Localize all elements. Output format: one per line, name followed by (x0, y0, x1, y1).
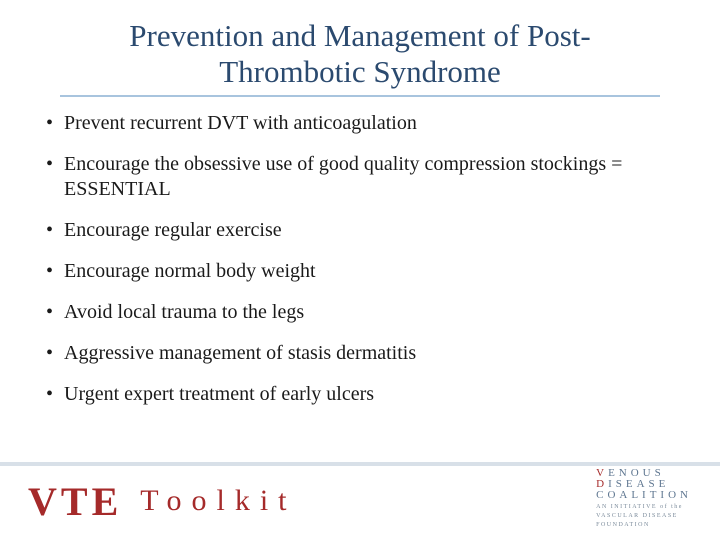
bullet-item: Urgent expert treatment of early ulcers (64, 382, 680, 407)
bullet-item: Avoid local trauma to the legs (64, 300, 680, 325)
coalition-sub: FOUNDATION (596, 522, 692, 528)
coalition-logo: VENOUS DISEASE COALITION AN INITIATIVE o… (596, 468, 692, 528)
bullet-item: Encourage regular exercise (64, 218, 680, 243)
slide-title: Prevention and Management of Post-Thromb… (40, 18, 680, 89)
coalition-line: COALITION (596, 490, 692, 501)
title-underline (60, 95, 660, 97)
footer: VTE Toolkit VENOUS DISEASE COALITION AN … (0, 462, 720, 540)
slide: Prevention and Management of Post-Thromb… (0, 0, 720, 540)
bullet-item: Encourage the obsessive use of good qual… (64, 152, 680, 202)
toolkit-label: Toolkit (140, 484, 296, 518)
bullet-item: Encourage normal body weight (64, 259, 680, 284)
vte-logo: VTE (28, 478, 122, 525)
bullet-item: Prevent recurrent DVT with anticoagulati… (64, 111, 680, 136)
bullet-item: Aggressive management of stasis dermatit… (64, 341, 680, 366)
coalition-sub: VASCULAR DISEASE (596, 513, 692, 519)
coalition-sub: AN INITIATIVE of the (596, 504, 692, 510)
footer-divider (0, 462, 720, 466)
bullet-list: Prevent recurrent DVT with anticoagulati… (40, 111, 680, 407)
